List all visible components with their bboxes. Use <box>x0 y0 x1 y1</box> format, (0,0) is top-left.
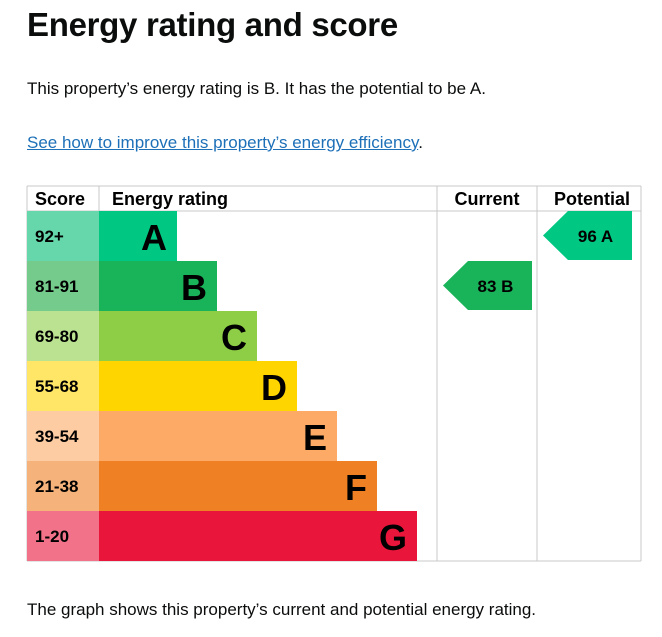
score-range: 69-80 <box>35 327 78 346</box>
link-suffix: . <box>418 133 423 152</box>
rating-bar-e <box>99 411 337 461</box>
potential-rating-arrow <box>543 211 632 260</box>
rating-bar-b <box>99 261 217 311</box>
link-line: See how to improve this property’s energ… <box>27 133 423 153</box>
score-cell-b <box>27 261 99 311</box>
rating-bar-c <box>99 311 257 361</box>
score-cell-g <box>27 511 99 561</box>
rating-letter: B <box>181 267 207 308</box>
footer-text: The graph shows this property’s current … <box>27 600 537 619</box>
intro-text: This property’s energy rating is B. It h… <box>27 79 486 98</box>
rating-letter: G <box>379 517 407 558</box>
score-cell-c <box>27 311 99 361</box>
rating-letter: F <box>345 467 367 508</box>
rating-letter: A <box>141 217 167 258</box>
score-cell-e <box>27 411 99 461</box>
header-potential: Potential <box>554 189 630 209</box>
rating-bar-d <box>99 361 297 411</box>
header-current: Current <box>454 189 519 209</box>
current-rating-arrow <box>443 261 532 310</box>
score-range: 1-20 <box>35 527 69 546</box>
rating-letter: C <box>221 317 247 358</box>
rating-bar-a <box>99 211 177 261</box>
rating-letter: E <box>303 417 327 458</box>
score-range: 55-68 <box>35 377 78 396</box>
score-cell-f <box>27 461 99 511</box>
score-range: 39-54 <box>35 427 79 446</box>
page-title: Energy rating and score <box>27 6 398 43</box>
rating-bar-f <box>99 461 377 511</box>
rating-letter: D <box>261 367 287 408</box>
rating-bar-g <box>99 511 417 561</box>
score-range: 92+ <box>35 227 64 246</box>
score-range: 21-38 <box>35 477 78 496</box>
score-range: 81-91 <box>35 277 78 296</box>
improve-efficiency-link[interactable]: See how to improve this property’s energ… <box>27 133 419 152</box>
score-cell-d <box>27 361 99 411</box>
current-rating-label: 83 B <box>478 277 514 296</box>
score-cell-a <box>27 211 99 261</box>
header-energy-rating: Energy rating <box>112 189 228 209</box>
potential-rating-label: 96 A <box>578 227 613 246</box>
header-score: Score <box>35 189 85 209</box>
